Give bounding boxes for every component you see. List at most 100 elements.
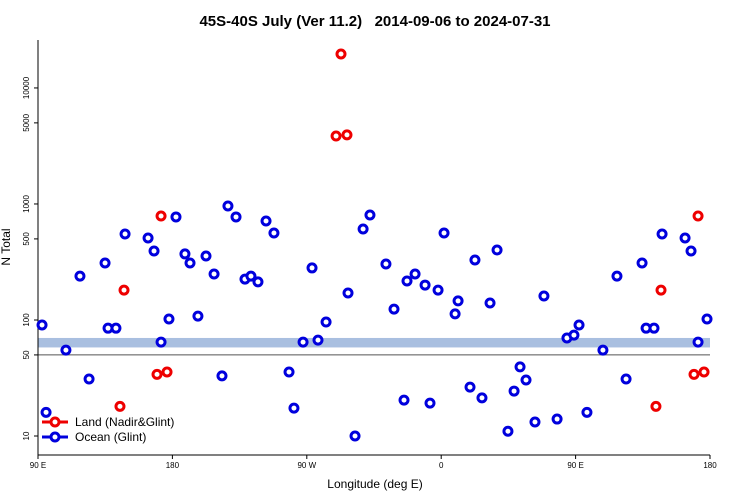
- point: [679, 232, 691, 244]
- y-tick-label: 10: [22, 431, 31, 440]
- point: [685, 245, 697, 257]
- point: [74, 270, 86, 282]
- point: [60, 344, 72, 356]
- point: [200, 250, 212, 262]
- point: [464, 381, 476, 393]
- point: [401, 275, 413, 287]
- point: [163, 313, 175, 325]
- x-tick-label: 180: [166, 461, 180, 470]
- point: [245, 270, 257, 282]
- x-tick-label: 90 E: [567, 461, 583, 470]
- point: [491, 244, 503, 256]
- point: [364, 209, 376, 221]
- point: [230, 211, 242, 223]
- point: [83, 373, 95, 385]
- point: [341, 129, 353, 141]
- point: [330, 130, 342, 142]
- point: [357, 223, 369, 235]
- point: [581, 406, 593, 418]
- point: [452, 295, 464, 307]
- point: [114, 400, 126, 412]
- y-axis-label: N Total: [0, 228, 13, 265]
- point: [692, 210, 704, 222]
- point: [155, 210, 167, 222]
- point: [170, 211, 182, 223]
- point: [620, 373, 632, 385]
- point: [688, 368, 700, 380]
- point: [110, 322, 122, 334]
- point: [398, 394, 410, 406]
- legend-marker: [49, 416, 61, 428]
- chart-title: 45S-40S July (Ver 11.2) 2014-09-06 to 20…: [199, 13, 550, 30]
- point: [692, 336, 704, 348]
- x-axis-label: Longitude (deg E): [327, 477, 422, 491]
- point: [656, 228, 668, 240]
- x-tick-label: 0: [439, 461, 444, 470]
- point: [508, 385, 520, 397]
- point: [119, 228, 131, 240]
- point: [476, 392, 488, 404]
- point: [484, 297, 496, 309]
- point: [611, 270, 623, 282]
- point: [99, 257, 111, 269]
- legend-marker: [49, 431, 61, 443]
- point: [650, 400, 662, 412]
- point: [208, 268, 220, 280]
- point: [118, 284, 130, 296]
- x-tick-label: 90 E: [30, 461, 46, 470]
- point: [380, 258, 392, 270]
- y-tick-label: 10000: [22, 76, 31, 99]
- point: [148, 245, 160, 257]
- point: [636, 257, 648, 269]
- point: [320, 316, 332, 328]
- point: [698, 366, 710, 378]
- point: [297, 336, 309, 348]
- legend-label: Land (Nadir&Glint): [75, 415, 174, 429]
- point: [142, 232, 154, 244]
- point: [342, 287, 354, 299]
- point: [432, 284, 444, 296]
- point: [449, 308, 461, 320]
- point: [288, 402, 300, 414]
- legend-label: Ocean (Glint): [75, 430, 146, 444]
- x-tick-label: 90 W: [297, 461, 316, 470]
- y-tick-label: 5000: [22, 113, 31, 131]
- point: [520, 374, 532, 386]
- point: [551, 413, 563, 425]
- point: [568, 329, 580, 341]
- point: [655, 284, 667, 296]
- point: [701, 313, 713, 325]
- point: [388, 303, 400, 315]
- y-tick-label: 500: [22, 232, 31, 246]
- point: [268, 227, 280, 239]
- point: [179, 248, 191, 260]
- x-tick-label: 180: [703, 461, 717, 470]
- y-tick-label: 100: [22, 313, 31, 327]
- point: [151, 368, 163, 380]
- point: [36, 319, 48, 331]
- point: [424, 397, 436, 409]
- point: [514, 361, 526, 373]
- point: [409, 268, 421, 280]
- point: [502, 425, 514, 437]
- point: [40, 406, 52, 418]
- point: [538, 290, 550, 302]
- point: [155, 336, 167, 348]
- point: [438, 227, 450, 239]
- point: [216, 370, 228, 382]
- point: [283, 366, 295, 378]
- point: [335, 48, 347, 60]
- point: [529, 416, 541, 428]
- point: [419, 279, 431, 291]
- point: [161, 366, 173, 378]
- point: [597, 344, 609, 356]
- y-tick-label: 50: [22, 350, 31, 359]
- point: [306, 262, 318, 274]
- y-tick-label: 1000: [22, 195, 31, 213]
- point: [648, 322, 660, 334]
- point: [222, 200, 234, 212]
- band: [38, 337, 710, 348]
- point: [469, 254, 481, 266]
- point: [260, 215, 272, 227]
